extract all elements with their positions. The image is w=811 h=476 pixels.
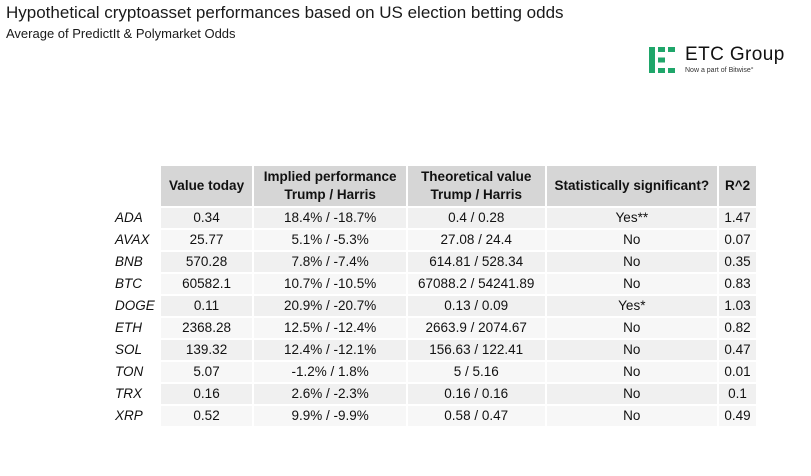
cell-statistically-significant: No	[546, 230, 718, 250]
cell-r2: 0.49	[719, 406, 756, 426]
cell-value-today: 570.28	[160, 252, 253, 272]
cell-implied-performance: 18.4% / -18.7%	[254, 208, 406, 228]
cell-r2: 0.47	[719, 340, 756, 360]
table-row: XRP 0.52 9.9% / -9.9% 0.58 / 0.47 No 0.49	[111, 406, 756, 426]
cell-r2: 1.47	[719, 208, 756, 228]
header-implied-performance: Implied performance Trump / Harris	[254, 166, 406, 206]
cell-value-today: 0.34	[160, 208, 253, 228]
table-row: ETH 2368.28 12.5% / -12.4% 2663.9 / 2074.67…	[111, 318, 756, 338]
etc-group-logo: ETC Group Now a part of Bitwise°	[648, 44, 808, 76]
table-row: DOGE 0.11 20.9% / -20.7% 0.13 / 0.09 Yes* 1.0…	[111, 296, 756, 316]
page-title: Hypothetical cryptoasset performances ba…	[6, 3, 564, 22]
cell-statistically-significant: No	[546, 384, 718, 404]
cell-asset: TON	[111, 362, 159, 382]
table-row: ADA 0.34 18.4% / -18.7% 0.4 / 0.28 Yes** 1.47	[111, 208, 756, 228]
cell-statistically-significant: Yes**	[546, 208, 718, 228]
cell-asset: BNB	[111, 252, 159, 272]
cell-asset: AVAX	[111, 230, 159, 250]
cell-statistically-significant: No	[546, 318, 718, 338]
cell-implied-performance: 9.9% / -9.9%	[254, 406, 406, 426]
cell-asset: TRX	[111, 384, 159, 404]
etc-logo-icon	[649, 47, 675, 73]
cell-implied-performance: 10.7% / -10.5%	[254, 274, 406, 294]
cell-implied-performance: 7.8% / -7.4%	[254, 252, 406, 272]
cell-value-today: 0.16	[160, 384, 253, 404]
cell-implied-performance: 2.6% / -2.3%	[254, 384, 406, 404]
cell-theoretical-value: 156.63 / 122.41	[407, 340, 545, 360]
cell-r2: 0.01	[719, 362, 756, 382]
cell-statistically-significant: No	[546, 406, 718, 426]
cell-theoretical-value: 2663.9 / 2074.67	[407, 318, 545, 338]
cell-theoretical-value: 67088.2 / 54241.89	[407, 274, 545, 294]
cell-asset: DOGE	[111, 296, 159, 316]
cell-r2: 0.1	[719, 384, 756, 404]
cell-value-today: 25.77	[160, 230, 253, 250]
table-body: ADA 0.34 18.4% / -18.7% 0.4 / 0.28 Yes** 1.47…	[111, 208, 756, 426]
cell-asset: ETH	[111, 318, 159, 338]
cell-statistically-significant: No	[546, 362, 718, 382]
cell-value-today: 139.32	[160, 340, 253, 360]
table-row: BNB 570.28 7.8% / -7.4% 614.81 / 528.34 No 0.…	[111, 252, 756, 272]
cell-asset: BTC	[111, 274, 159, 294]
table-row: AVAX 25.77 5.1% / -5.3% 27.08 / 24.4 No 0.07	[111, 230, 756, 250]
page-subtitle: Average of PredictIt & Polymarket Odds	[6, 26, 236, 41]
cell-value-today: 60582.1	[160, 274, 253, 294]
cell-implied-performance: 12.4% / -12.1%	[254, 340, 406, 360]
logo-name: ETC Group	[685, 44, 785, 65]
table-row: TRX 0.16 2.6% / -2.3% 0.16 / 0.16 No 0.1	[111, 384, 756, 404]
table-row: BTC 60582.1 10.7% / -10.5% 67088.2 / 54241.…	[111, 274, 756, 294]
header-theoretical-value: Theoretical value Trump / Harris	[407, 166, 545, 206]
cell-r2: 0.83	[719, 274, 756, 294]
table-row: TON 5.07 -1.2% / 1.8% 5 / 5.16 No 0.01	[111, 362, 756, 382]
cell-r2: 0.82	[719, 318, 756, 338]
table-header-row: Value today Implied performance Trump / H…	[111, 166, 756, 206]
cell-value-today: 5.07	[160, 362, 253, 382]
cell-asset: SOL	[111, 340, 159, 360]
cell-asset: XRP	[111, 406, 159, 426]
header-corner	[111, 166, 159, 206]
logo-tagline: Now a part of Bitwise°	[685, 67, 754, 74]
header-statistically-significant: Statistically significant?	[546, 166, 718, 206]
cell-r2: 1.03	[719, 296, 756, 316]
cell-r2: 0.35	[719, 252, 756, 272]
cell-value-today: 2368.28	[160, 318, 253, 338]
cell-implied-performance: -1.2% / 1.8%	[254, 362, 406, 382]
header-r2: R^2	[719, 166, 756, 206]
header-value-today: Value today	[160, 166, 253, 206]
cell-theoretical-value: 5 / 5.16	[407, 362, 545, 382]
cell-statistically-significant: No	[546, 274, 718, 294]
cell-statistically-significant: No	[546, 340, 718, 360]
cell-value-today: 0.11	[160, 296, 253, 316]
cell-theoretical-value: 614.81 / 528.34	[407, 252, 545, 272]
cell-theoretical-value: 0.13 / 0.09	[407, 296, 545, 316]
cell-theoretical-value: 0.4 / 0.28	[407, 208, 545, 228]
cell-value-today: 0.52	[160, 406, 253, 426]
cell-r2: 0.07	[719, 230, 756, 250]
cell-statistically-significant: Yes*	[546, 296, 718, 316]
cell-theoretical-value: 0.58 / 0.47	[407, 406, 545, 426]
table-row: SOL 139.32 12.4% / -12.1% 156.63 / 122.41 No…	[111, 340, 756, 360]
cell-theoretical-value: 0.16 / 0.16	[407, 384, 545, 404]
cell-implied-performance: 20.9% / -20.7%	[254, 296, 406, 316]
cell-asset: ADA	[111, 208, 159, 228]
cell-implied-performance: 12.5% / -12.4%	[254, 318, 406, 338]
cell-implied-performance: 5.1% / -5.3%	[254, 230, 406, 250]
cell-theoretical-value: 27.08 / 24.4	[407, 230, 545, 250]
cell-statistically-significant: No	[546, 252, 718, 272]
performance-table: Value today Implied performance Trump / H…	[109, 164, 758, 428]
